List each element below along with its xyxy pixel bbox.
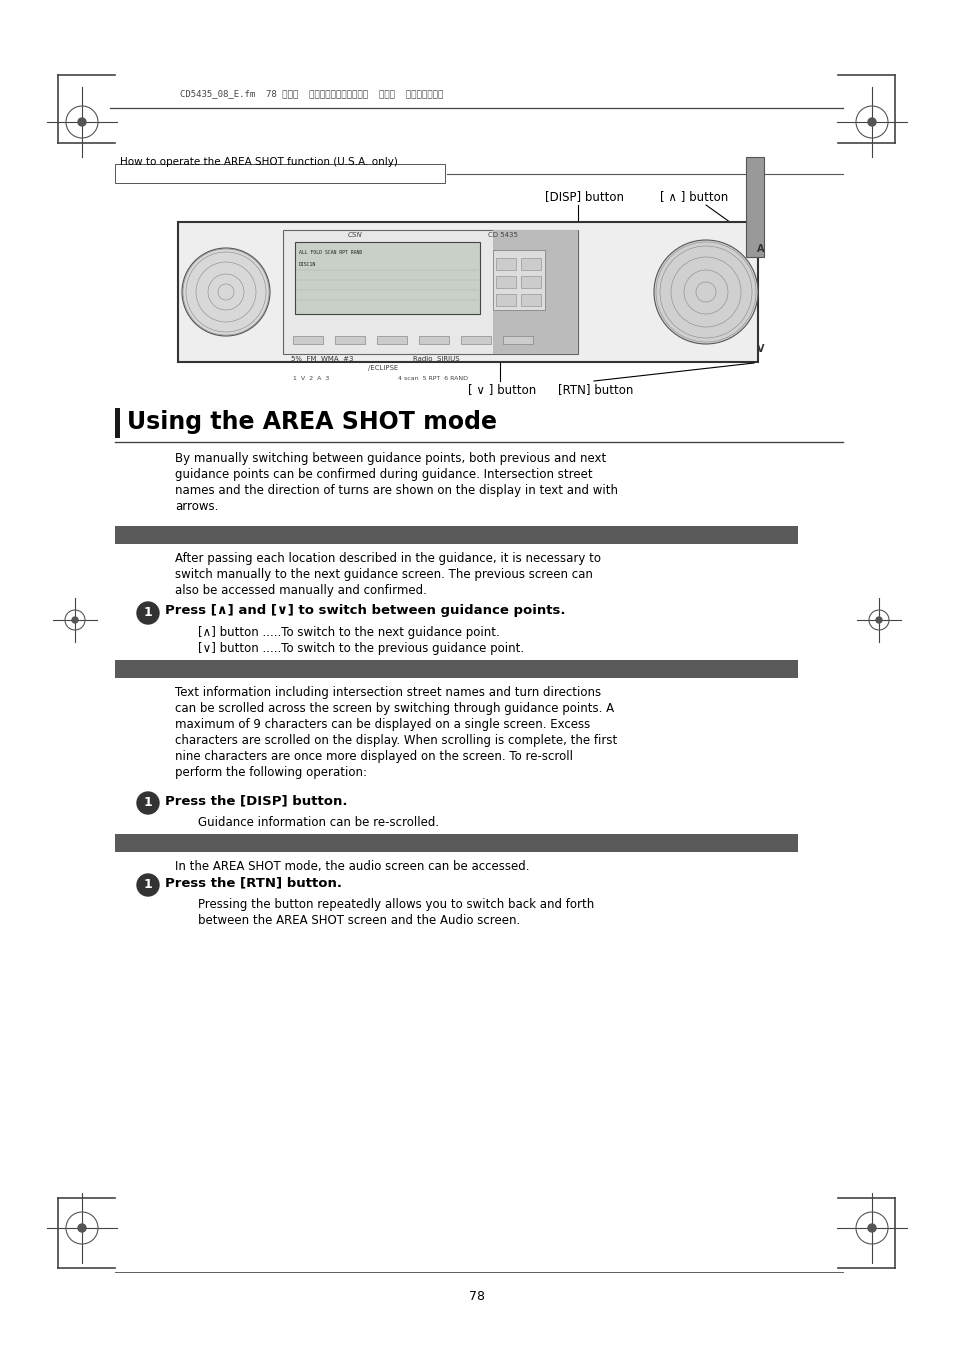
Text: 1: 1: [144, 797, 152, 809]
Text: DISC1N: DISC1N: [298, 262, 315, 267]
Bar: [283, 230, 578, 354]
Circle shape: [78, 118, 86, 126]
Text: [RTN] button: [RTN] button: [558, 382, 633, 396]
Circle shape: [182, 249, 270, 336]
Text: Pressing the button repeatedly allows you to switch back and forth: Pressing the button repeatedly allows yo…: [198, 898, 594, 911]
Text: Text information including intersection street names and turn directions: Text information including intersection …: [174, 686, 600, 698]
Text: CD 5435: CD 5435: [488, 232, 517, 238]
Text: [∨] button .....To switch to the previous guidance point.: [∨] button .....To switch to the previou…: [198, 642, 523, 655]
Text: 1: 1: [144, 607, 152, 620]
Circle shape: [71, 617, 78, 623]
Circle shape: [137, 792, 159, 815]
Text: [ ∧ ] button: [ ∧ ] button: [659, 190, 727, 203]
Text: 1: 1: [144, 878, 152, 892]
Bar: [496, 258, 516, 270]
Bar: [520, 295, 540, 305]
Bar: [115, 408, 120, 438]
Bar: [115, 661, 797, 678]
Bar: [418, 336, 449, 345]
Bar: [115, 834, 797, 852]
Circle shape: [875, 617, 882, 623]
Text: 1  V  2  A  3: 1 V 2 A 3: [293, 376, 329, 381]
Text: Press the [DISP] button.: Press the [DISP] button.: [165, 794, 347, 807]
Bar: [745, 157, 763, 257]
Bar: [335, 336, 365, 345]
Text: Press the [RTN] button.: Press the [RTN] button.: [165, 875, 341, 889]
Bar: [115, 526, 797, 544]
Text: A: A: [757, 245, 764, 254]
Bar: [115, 163, 444, 182]
Circle shape: [137, 874, 159, 896]
Text: In the AREA SHOT mode, the audio screen can be accessed.: In the AREA SHOT mode, the audio screen …: [174, 861, 529, 873]
Text: characters are scrolled on the display. When scrolling is complete, the first: characters are scrolled on the display. …: [174, 734, 617, 747]
Text: ALL FOLD SCAN RPT RAND: ALL FOLD SCAN RPT RAND: [298, 250, 362, 255]
Text: 5%  FM  WMA  #3: 5% FM WMA #3: [291, 357, 354, 362]
Text: names and the direction of turns are shown on the display in text and with: names and the direction of turns are sho…: [174, 484, 618, 497]
Circle shape: [867, 1224, 875, 1232]
Bar: [520, 276, 540, 288]
Text: can be scrolled across the screen by switching through guidance points. A: can be scrolled across the screen by swi…: [174, 703, 614, 715]
Circle shape: [867, 118, 875, 126]
Text: How to operate the AREA SHOT function (U.S.A. only): How to operate the AREA SHOT function (U…: [120, 157, 397, 168]
Circle shape: [78, 1224, 86, 1232]
Text: maximum of 9 characters can be displayed on a single screen. Excess: maximum of 9 characters can be displayed…: [174, 717, 590, 731]
Text: nine characters are once more displayed on the screen. To re-scroll: nine characters are once more displayed …: [174, 750, 573, 763]
Text: Re-scrolling through text information: Re-scrolling through text information: [122, 661, 370, 674]
Circle shape: [137, 603, 159, 624]
Bar: [460, 336, 491, 345]
Text: CSN: CSN: [348, 232, 362, 238]
Text: Press [∧] and [∨] to switch between guidance points.: Press [∧] and [∨] to switch between guid…: [165, 604, 565, 617]
Text: After passing each location described in the guidance, it is necessary to: After passing each location described in…: [174, 553, 600, 565]
Text: [ ∨ ] button: [ ∨ ] button: [468, 382, 536, 396]
Text: CD5435_08_E.fm  78 ページ  ２００４年１２月１５日  水曜日  午後６時１８分: CD5435_08_E.fm 78 ページ ２００４年１２月１５日 水曜日 午後…: [180, 89, 443, 99]
Bar: [294, 242, 479, 313]
Bar: [293, 336, 323, 345]
Text: Changing AREA SHOT screens: Changing AREA SHOT screens: [122, 835, 320, 848]
Text: perform the following operation:: perform the following operation:: [174, 766, 367, 780]
Text: 78: 78: [469, 1290, 484, 1302]
Bar: [520, 258, 540, 270]
Text: Switching between guidance points: Switching between guidance points: [122, 527, 358, 540]
Bar: [493, 230, 578, 354]
Text: guidance points can be confirmed during guidance. Intersection street: guidance points can be confirmed during …: [174, 467, 592, 481]
Text: By manually switching between guidance points, both previous and next: By manually switching between guidance p…: [174, 453, 605, 465]
Bar: [493, 250, 544, 309]
Text: switch manually to the next guidance screen. The previous screen can: switch manually to the next guidance scr…: [174, 567, 592, 581]
Text: Guidance information can be re-scrolled.: Guidance information can be re-scrolled.: [198, 816, 438, 830]
Text: /ECLIPSE: /ECLIPSE: [368, 365, 397, 372]
Text: arrows.: arrows.: [174, 500, 218, 513]
Text: between the AREA SHOT screen and the Audio screen.: between the AREA SHOT screen and the Aud…: [198, 915, 519, 927]
Text: also be accessed manually and confirmed.: also be accessed manually and confirmed.: [174, 584, 426, 597]
Circle shape: [654, 240, 758, 345]
Text: V: V: [757, 345, 764, 354]
Bar: [178, 222, 758, 362]
Text: [DISP] button: [DISP] button: [544, 190, 623, 203]
Bar: [496, 276, 516, 288]
Bar: [496, 295, 516, 305]
Text: Radio  SIRIUS: Radio SIRIUS: [413, 357, 459, 362]
Bar: [376, 336, 407, 345]
Bar: [502, 336, 533, 345]
Text: 4 scan  5 RPT  6 RAND: 4 scan 5 RPT 6 RAND: [397, 376, 468, 381]
Text: [∧] button .....To switch to the next guidance point.: [∧] button .....To switch to the next gu…: [198, 626, 499, 639]
Text: Using the AREA SHOT mode: Using the AREA SHOT mode: [127, 409, 497, 434]
